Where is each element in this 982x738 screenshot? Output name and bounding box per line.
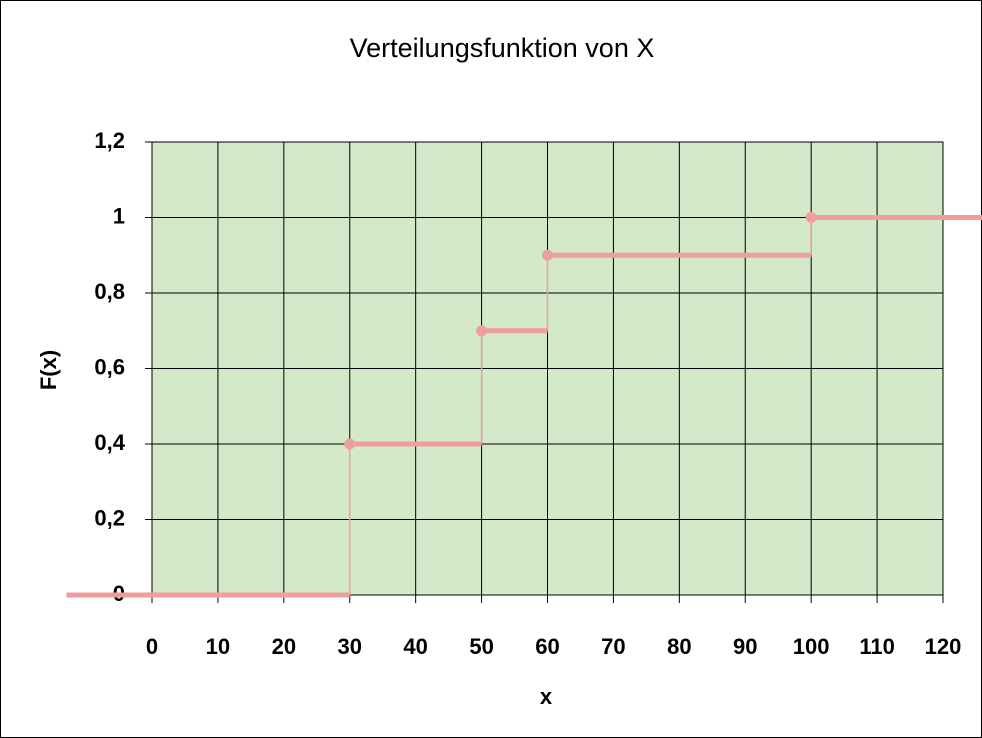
y-axis-label: F(x) [36, 350, 61, 390]
x-tick-label: 10 [206, 634, 230, 659]
x-tick-label: 80 [667, 634, 691, 659]
x-tick-label: 120 [925, 634, 962, 659]
x-tick-label: 90 [733, 634, 757, 659]
x-tick-label: 70 [601, 634, 625, 659]
jump-point [476, 325, 488, 337]
y-tick-label: 0,4 [94, 430, 125, 455]
jump-point [344, 438, 356, 450]
jump-point [805, 212, 817, 223]
y-tick-label: 0,8 [94, 279, 125, 304]
x-tick-label: 60 [535, 634, 559, 659]
x-axis-label: x [540, 684, 553, 709]
x-tick-label: 0 [146, 634, 158, 659]
y-tick-label: 0,6 [94, 354, 125, 379]
y-tick-label: 1 [113, 203, 125, 228]
y-tick-label: 0,2 [94, 505, 125, 530]
y-tick-label: 1,2 [94, 128, 125, 153]
chart-title: Verteilungsfunktion von X [350, 33, 655, 63]
x-tick-label: 40 [403, 634, 427, 659]
x-tick-label: 100 [793, 634, 830, 659]
x-tick-label: 30 [338, 634, 362, 659]
x-tick-label: 20 [272, 634, 296, 659]
x-tick-label: 110 [859, 634, 895, 659]
jump-point [542, 249, 553, 261]
x-tick-label: 50 [469, 634, 493, 659]
